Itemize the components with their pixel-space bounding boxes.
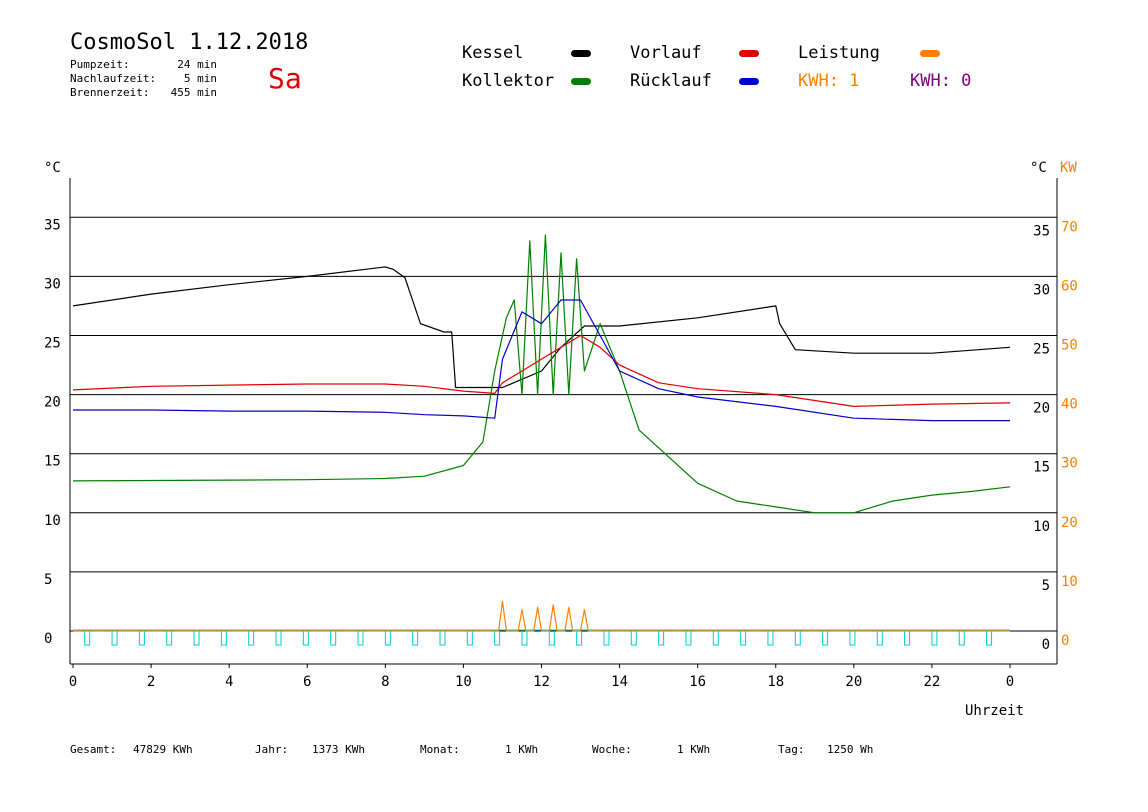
stat-nachlaufzeit-value: 5 min (183, 72, 217, 85)
y-tick-label-left: 30 (44, 276, 61, 292)
legend-kessel-label: Kessel (462, 43, 524, 63)
footer-gesamt-value: 47829 KWh (133, 743, 193, 756)
legend-kollektor-swatch (571, 78, 591, 85)
y-axis-label-right: °C (1030, 160, 1047, 176)
x-tick-label: 0 (1006, 674, 1014, 690)
y-tick-label-right: 10 (1033, 519, 1050, 535)
stat-pumpzeit-value: 24 min (177, 58, 217, 71)
series-line-kollektor (72, 234, 1011, 514)
y-tick-label-kw: 70 (1061, 219, 1078, 235)
y-axis-label-left: °C (44, 160, 61, 176)
weekday-label: Sa (268, 62, 302, 95)
legend-leistung-swatch (920, 50, 940, 57)
legend-kollektor-label: Kollektor (462, 71, 555, 91)
legend-vorlauf-swatch (739, 50, 759, 57)
legend-kwh0-label: KWH: 0 (910, 71, 972, 91)
x-tick-label: 8 (381, 674, 389, 690)
legend-ruecklauf-label: Rücklauf (630, 71, 712, 91)
pump-activity-line (84, 631, 993, 646)
footer-jahr-value: 1373 KWh (312, 743, 365, 756)
footer-gesamt-label: Gesamt: (70, 743, 117, 756)
y-tick-label-left: 5 (44, 572, 52, 588)
y-tick-label-left: 15 (44, 454, 61, 470)
legend-leistung-label: Leistung (798, 43, 880, 63)
stat-brennerzeit-label: Brennerzeit: (70, 86, 150, 99)
y-tick-label-left: 35 (44, 217, 61, 233)
stat-brennerzeit-value: 455 min (170, 86, 217, 99)
stat-nachlaufzeit-label: Nachlaufzeit: (70, 72, 157, 85)
x-tick-label: 12 (533, 674, 550, 690)
y-tick-label-kw: 30 (1061, 456, 1078, 472)
x-tick-label: 6 (303, 674, 311, 690)
y-axis-label-kw: KW (1060, 160, 1077, 176)
stat-pumpzeit-label: Pumpzeit: (70, 58, 130, 71)
x-tick-label: 22 (923, 674, 940, 690)
y-tick-label-right: 5 (1042, 578, 1050, 594)
y-tick-label-left: 20 (44, 395, 61, 411)
legend-kwh1-label: KWH: 1 (798, 71, 860, 91)
y-tick-label-kw: 50 (1061, 338, 1078, 354)
x-tick-label: 4 (225, 674, 233, 690)
y-tick-label-right: 0 (1042, 637, 1050, 653)
y-tick-label-kw: 10 (1061, 574, 1078, 590)
y-tick-label-kw: 0 (1061, 633, 1069, 649)
y-tick-label-left: 0 (44, 631, 52, 647)
series-line-kessel (72, 266, 1011, 389)
footer-woche-label: Woche: (592, 743, 632, 756)
x-tick-label: 2 (147, 674, 155, 690)
series-line-vorlauf (72, 334, 1011, 407)
footer-woche-value: 1 KWh (677, 743, 711, 756)
series-line-rcklauf (73, 299, 1010, 422)
chart-title: CosmoSol 1.12.2018 (70, 30, 309, 55)
y-tick-label-right: 35 (1033, 223, 1050, 239)
y-tick-label-kw: 20 (1061, 515, 1078, 531)
series-line-leistung (73, 600, 1010, 632)
x-tick-label: 14 (611, 674, 628, 690)
legend-vorlauf-label: Vorlauf (630, 43, 702, 63)
footer-tag-label: Tag: (778, 743, 805, 756)
x-tick-label: 16 (689, 674, 706, 690)
y-tick-label-kw: 40 (1061, 397, 1078, 413)
footer-monat-value: 1 KWh (505, 743, 539, 756)
x-tick-label: 20 (845, 674, 862, 690)
y-tick-label-left: 25 (44, 336, 61, 352)
legend-kessel-swatch (571, 50, 591, 57)
x-tick-label: 0 (69, 674, 77, 690)
y-tick-label-kw: 60 (1061, 278, 1078, 294)
footer-jahr-label: Jahr: (255, 743, 289, 756)
y-tick-label-right: 15 (1033, 460, 1050, 476)
footer-monat-label: Monat: (420, 743, 460, 756)
y-tick-label-right: 25 (1033, 342, 1050, 358)
x-tick-label: 18 (767, 674, 784, 690)
y-tick-label-right: 20 (1033, 401, 1050, 417)
x-axis-label: Uhrzeit (965, 703, 1024, 719)
x-tick-label: 10 (455, 674, 472, 690)
legend-ruecklauf-swatch (739, 78, 759, 85)
footer-tag-value: 1250 Wh (827, 743, 874, 756)
y-tick-label-right: 30 (1033, 282, 1050, 298)
y-tick-label-left: 10 (44, 513, 61, 529)
